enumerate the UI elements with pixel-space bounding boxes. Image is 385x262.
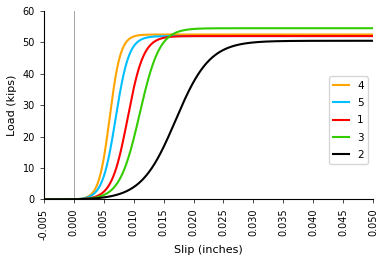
- 2: [364, 39, 369, 42]
- 5: [329, 35, 333, 38]
- 1: [42, 198, 46, 201]
- 3: [168, 34, 172, 37]
- 5: [79, 197, 84, 200]
- Line: 2: 2: [44, 41, 373, 199]
- 2: [42, 198, 46, 201]
- 4: [79, 197, 84, 200]
- 4: [329, 33, 333, 36]
- 3: [99, 194, 103, 198]
- 3: [182, 29, 187, 32]
- 5: [364, 35, 369, 38]
- 1: [99, 192, 103, 195]
- X-axis label: Slip (inches): Slip (inches): [174, 245, 243, 255]
- 5: [371, 35, 375, 38]
- 3: [364, 27, 369, 30]
- 4: [364, 33, 369, 36]
- 4: [182, 33, 187, 36]
- 3: [42, 198, 46, 201]
- 4: [99, 171, 103, 174]
- 5: [42, 198, 46, 201]
- 4: [42, 198, 46, 201]
- 2: [329, 39, 333, 42]
- 4: [307, 33, 312, 36]
- Legend: 4, 5, 1, 3, 2: 4, 5, 1, 3, 2: [329, 77, 368, 164]
- 5: [168, 35, 172, 38]
- 5: [358, 35, 362, 38]
- Line: 1: 1: [44, 36, 373, 199]
- 3: [79, 198, 84, 201]
- 2: [79, 198, 84, 201]
- 1: [364, 35, 369, 38]
- Line: 4: 4: [44, 35, 373, 199]
- 4: [371, 33, 375, 36]
- Line: 3: 3: [44, 28, 373, 199]
- 4: [168, 33, 172, 36]
- 3: [371, 27, 375, 30]
- 1: [79, 198, 84, 201]
- 3: [329, 27, 333, 30]
- 5: [182, 35, 187, 38]
- 2: [99, 196, 103, 199]
- 2: [182, 99, 187, 102]
- 2: [168, 131, 172, 134]
- Line: 5: 5: [44, 36, 373, 199]
- 1: [168, 35, 172, 39]
- 5: [99, 182, 103, 185]
- 1: [371, 35, 375, 38]
- Y-axis label: Load (kips): Load (kips): [7, 74, 17, 136]
- 1: [182, 35, 187, 38]
- 2: [371, 39, 375, 42]
- 1: [329, 35, 333, 38]
